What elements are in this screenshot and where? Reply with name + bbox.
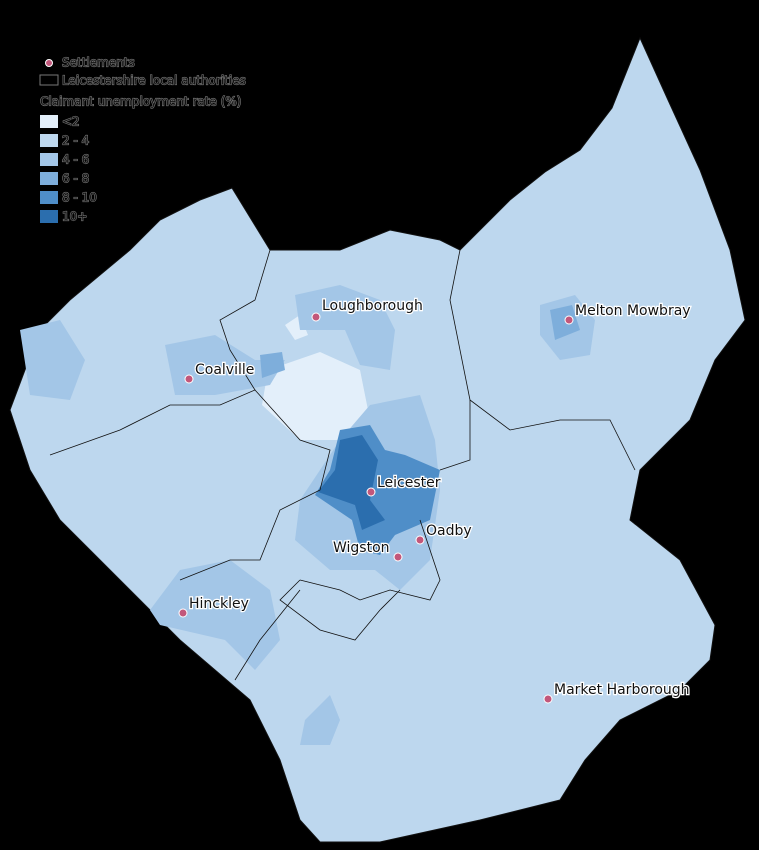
legend-label: 6 - 8	[62, 172, 89, 186]
legend-swatch	[40, 134, 58, 147]
settlement-dot	[311, 312, 321, 322]
legend: Settlements Leicestershire local authori…	[39, 55, 246, 224]
legend-label: <2	[62, 115, 80, 129]
settlement-label: Hinckley	[189, 596, 249, 612]
settlement-label: Coalville	[195, 362, 254, 378]
authority-boundary	[234, 589, 301, 681]
authority-boundary	[449, 249, 636, 471]
settlement-label: Leicester	[377, 475, 441, 491]
authority-boundary	[179, 389, 331, 581]
settlement-dot	[543, 694, 553, 704]
region	[260, 352, 285, 378]
authority-boundary	[439, 400, 471, 471]
region	[300, 695, 340, 745]
settlement-dot	[366, 487, 376, 497]
legend-dot	[45, 59, 53, 67]
legend-label: 2 - 4	[62, 134, 89, 148]
settlement-label: Oadby	[426, 523, 472, 539]
legend-label: 4 - 6	[62, 153, 89, 167]
authority-boundary	[279, 579, 401, 641]
settlement-label: Loughborough	[322, 298, 423, 314]
settlement-label: Wigston	[333, 540, 390, 556]
settlement-dot	[415, 535, 425, 545]
legend-swatch	[40, 191, 58, 204]
legend-label: Settlements	[62, 56, 135, 70]
legend-swatch	[40, 115, 58, 128]
settlement-label: Market Harborough	[554, 682, 690, 698]
legend-label: 10+	[62, 210, 87, 224]
legend-swatch	[40, 210, 58, 223]
region	[295, 285, 395, 370]
legend-label: 8 - 10	[62, 191, 97, 205]
authority-boundary	[299, 519, 441, 601]
region	[165, 335, 285, 395]
settlements: Loughborough Melton Mowbray Coalville Le…	[178, 297, 692, 704]
legend-title: Claimant unemployment rate (%)	[40, 95, 241, 109]
legend-label: Leicestershire local authorities	[62, 74, 246, 88]
region	[150, 560, 280, 670]
legend-swatch	[40, 153, 58, 166]
legend-swatch	[40, 172, 58, 185]
settlement-dot	[184, 374, 194, 384]
settlement-dot	[178, 608, 188, 618]
settlement-dot	[393, 552, 403, 562]
region	[550, 305, 580, 340]
settlement-dot	[564, 315, 574, 325]
legend-box	[39, 74, 59, 86]
region	[20, 320, 85, 400]
settlement-label: Melton Mowbray	[575, 303, 691, 319]
region	[318, 435, 385, 530]
region	[262, 352, 368, 440]
